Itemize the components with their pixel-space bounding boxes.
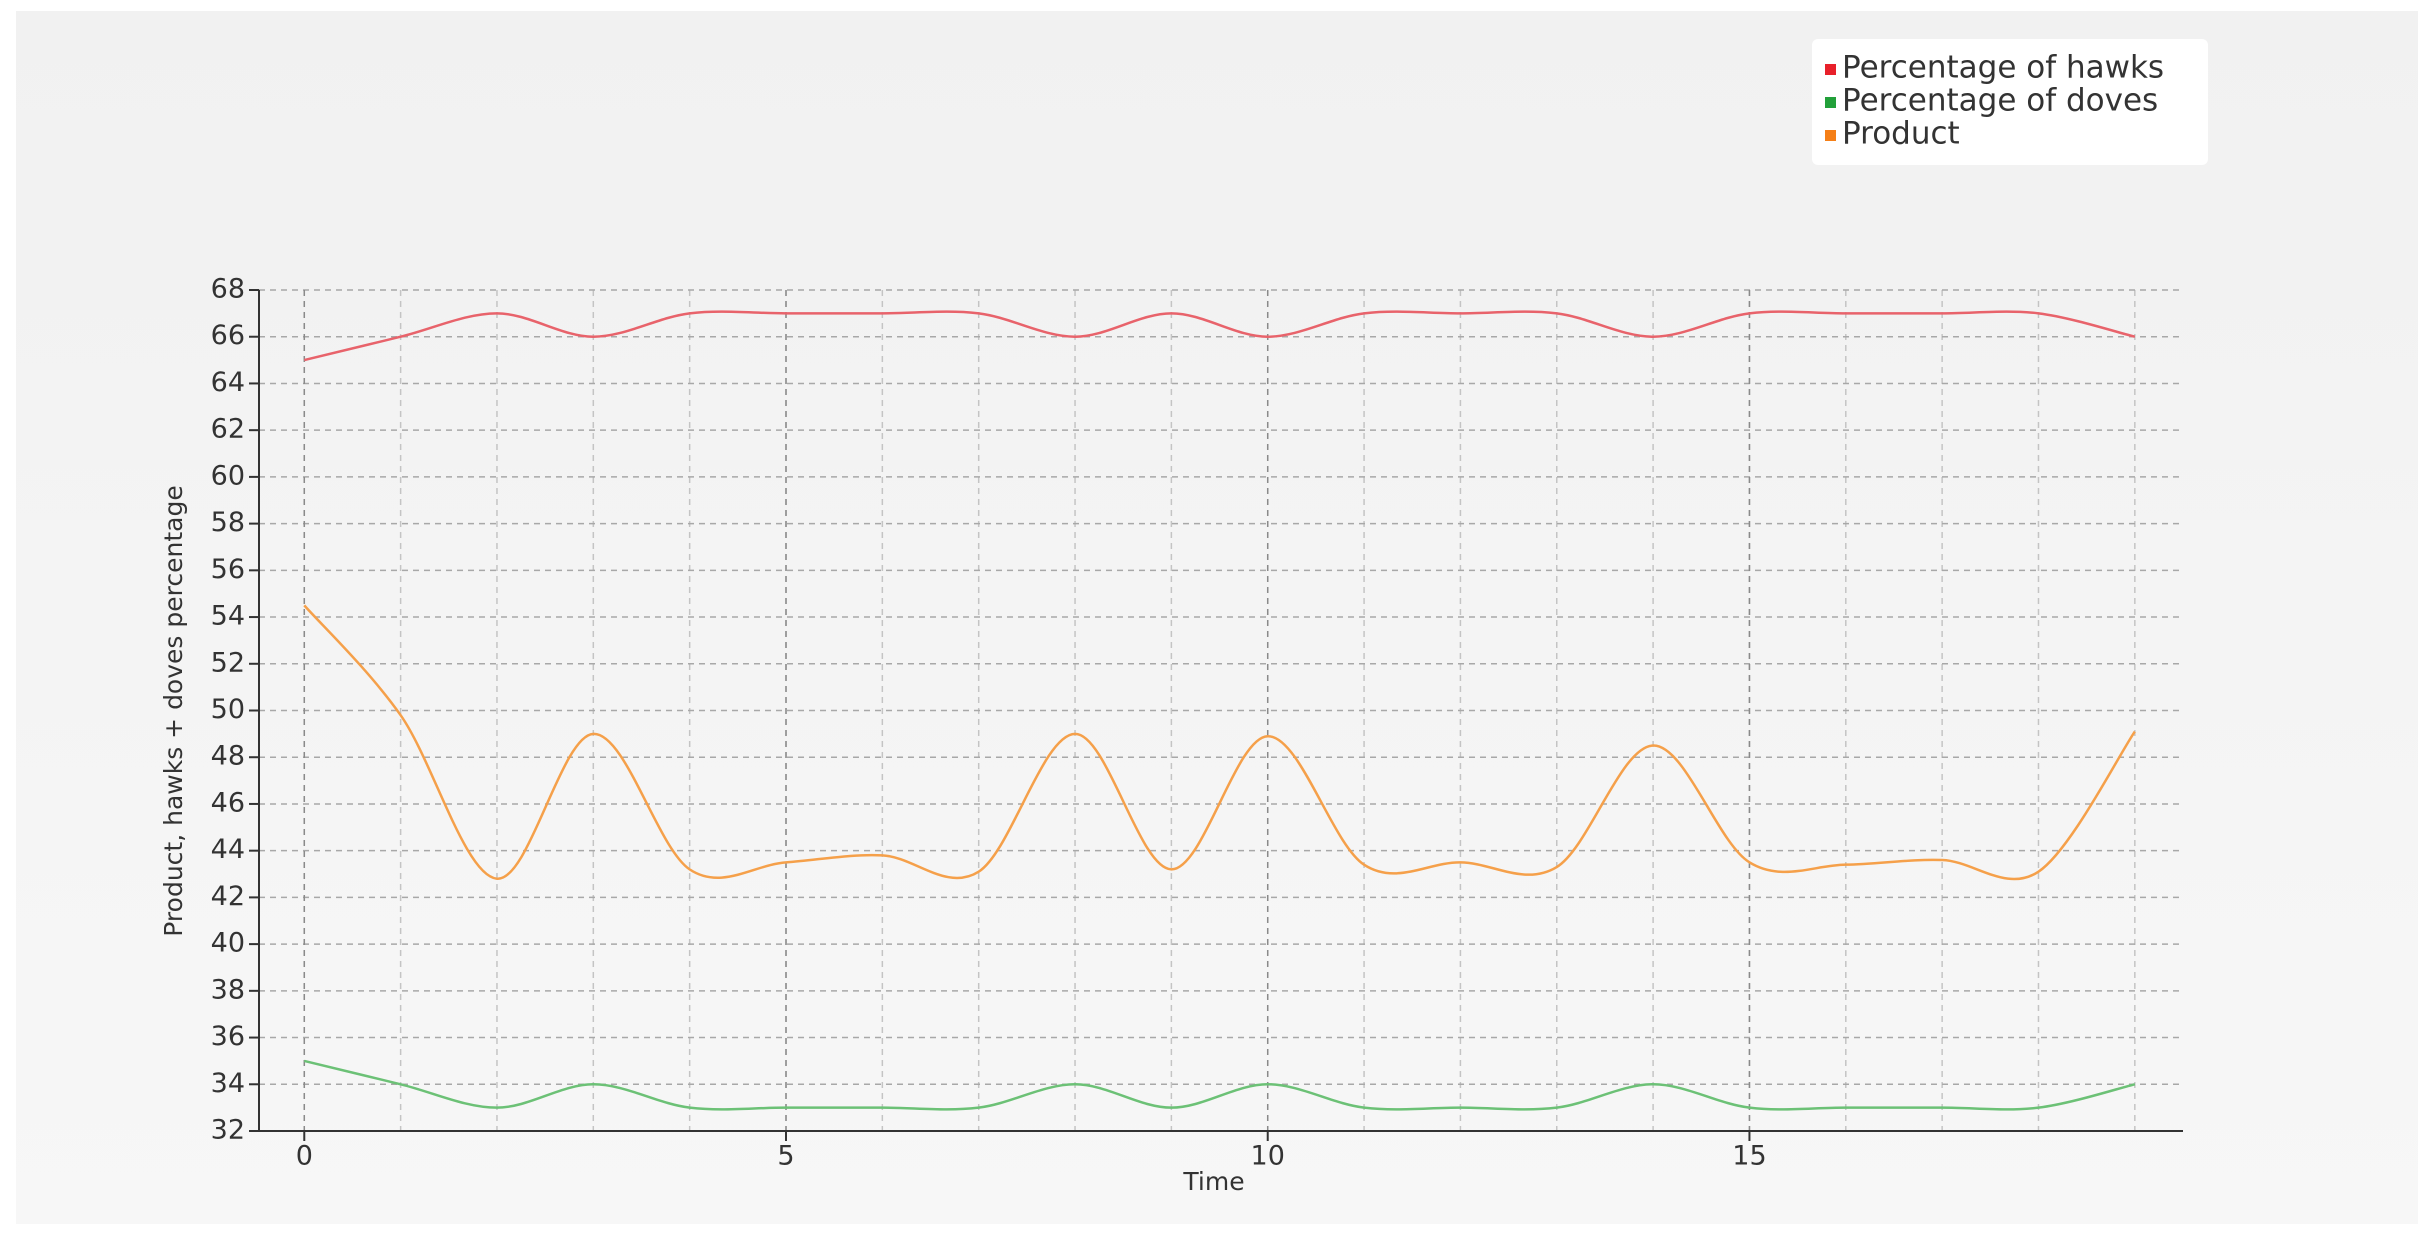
y-tick-label: 40 bbox=[211, 928, 245, 959]
y-tick-label: 66 bbox=[211, 320, 245, 351]
y-tick-label: 32 bbox=[211, 1115, 245, 1146]
legend-label: Product bbox=[1842, 116, 1960, 152]
y-tick-label: 62 bbox=[211, 414, 245, 445]
x-tick-label: 5 bbox=[777, 1141, 794, 1172]
legend-marker bbox=[1825, 130, 1836, 141]
legend-label: Percentage of hawks bbox=[1842, 50, 2164, 86]
y-tick-label: 38 bbox=[211, 974, 245, 1005]
y-tick-label: 48 bbox=[211, 741, 245, 772]
x-tick-label: 0 bbox=[296, 1141, 313, 1172]
y-tick-label: 46 bbox=[211, 787, 245, 818]
x-tick-label: 15 bbox=[1732, 1141, 1766, 1172]
y-tick-label: 50 bbox=[211, 694, 245, 725]
series-line bbox=[303, 310, 2136, 362]
legend-marker bbox=[1825, 97, 1836, 108]
y-tick-label: 60 bbox=[211, 460, 245, 491]
legend-box bbox=[1812, 39, 2208, 165]
legend-marker bbox=[1825, 64, 1836, 75]
y-tick-label: 42 bbox=[211, 881, 245, 912]
y-tick-label: 58 bbox=[211, 507, 245, 538]
legend-label: Percentage of doves bbox=[1842, 83, 2158, 119]
y-axis-title: Product, hawks + doves percentage bbox=[159, 485, 188, 936]
y-tick-label: 34 bbox=[211, 1068, 245, 1099]
series-line bbox=[303, 604, 2136, 881]
y-tick-label: 36 bbox=[211, 1021, 245, 1052]
y-tick-label: 44 bbox=[211, 834, 245, 865]
x-tick-label: 10 bbox=[1251, 1141, 1285, 1172]
y-tick-label: 68 bbox=[211, 274, 245, 305]
x-axis-title: Time bbox=[1182, 1167, 1244, 1196]
y-tick-label: 64 bbox=[211, 367, 245, 398]
y-tick-label: 56 bbox=[211, 554, 245, 585]
y-tick-label: 54 bbox=[211, 601, 245, 632]
series-line bbox=[303, 1059, 2136, 1111]
y-tick-label: 52 bbox=[211, 647, 245, 678]
